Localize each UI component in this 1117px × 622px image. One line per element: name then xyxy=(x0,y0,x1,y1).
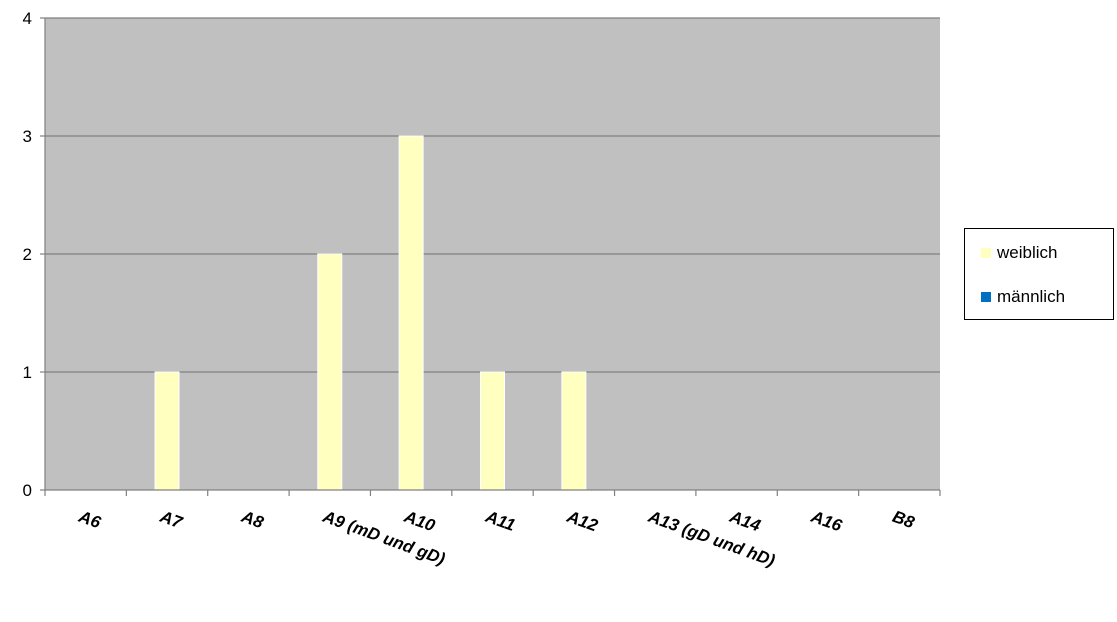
legend: weiblich männlich xyxy=(964,228,1114,320)
y-tick-label: 4 xyxy=(23,9,32,28)
x-tick-label: A16 xyxy=(808,507,845,536)
legend-swatch-weiblich xyxy=(981,248,991,258)
x-tick-label: A8 xyxy=(238,507,266,533)
axes xyxy=(40,17,941,496)
legend-item-maennlich: männlich xyxy=(981,287,1065,307)
bar-weiblich-4 xyxy=(398,135,424,491)
x-tick-label: A14 xyxy=(726,507,763,536)
gridlines xyxy=(45,17,940,373)
y-tick-label: 3 xyxy=(23,127,32,146)
y-tick-label: 1 xyxy=(23,363,32,382)
x-tick-label: B8 xyxy=(890,507,917,532)
x-tick-label: A6 xyxy=(75,507,103,533)
x-tick-label: A10 xyxy=(401,507,438,536)
y-tick-labels: 0 1 2 3 4 xyxy=(23,9,32,500)
bar-weiblich-3 xyxy=(317,253,343,491)
bar-weiblich-5 xyxy=(480,371,505,491)
x-tick-label: A11 xyxy=(482,507,518,535)
x-tick-label: A7 xyxy=(157,507,186,533)
legend-label-weiblich: weiblich xyxy=(997,243,1058,262)
legend-label-maennlich: männlich xyxy=(997,287,1066,306)
x-tick-labels: A6 A7 A8 A9 (mD und gD)A10 A11 A12 A13 (gD und… xyxy=(75,507,917,571)
legend-swatch-maennlich xyxy=(981,292,991,302)
bars xyxy=(154,135,587,491)
x-tick-label: A12 xyxy=(564,507,601,536)
y-tick-label: 2 xyxy=(23,245,32,264)
bar-weiblich-6 xyxy=(561,371,587,491)
bar-weiblich-1 xyxy=(154,371,180,491)
y-tick-label: 0 xyxy=(23,481,32,500)
legend-item-weiblich: weiblich xyxy=(981,243,1057,263)
